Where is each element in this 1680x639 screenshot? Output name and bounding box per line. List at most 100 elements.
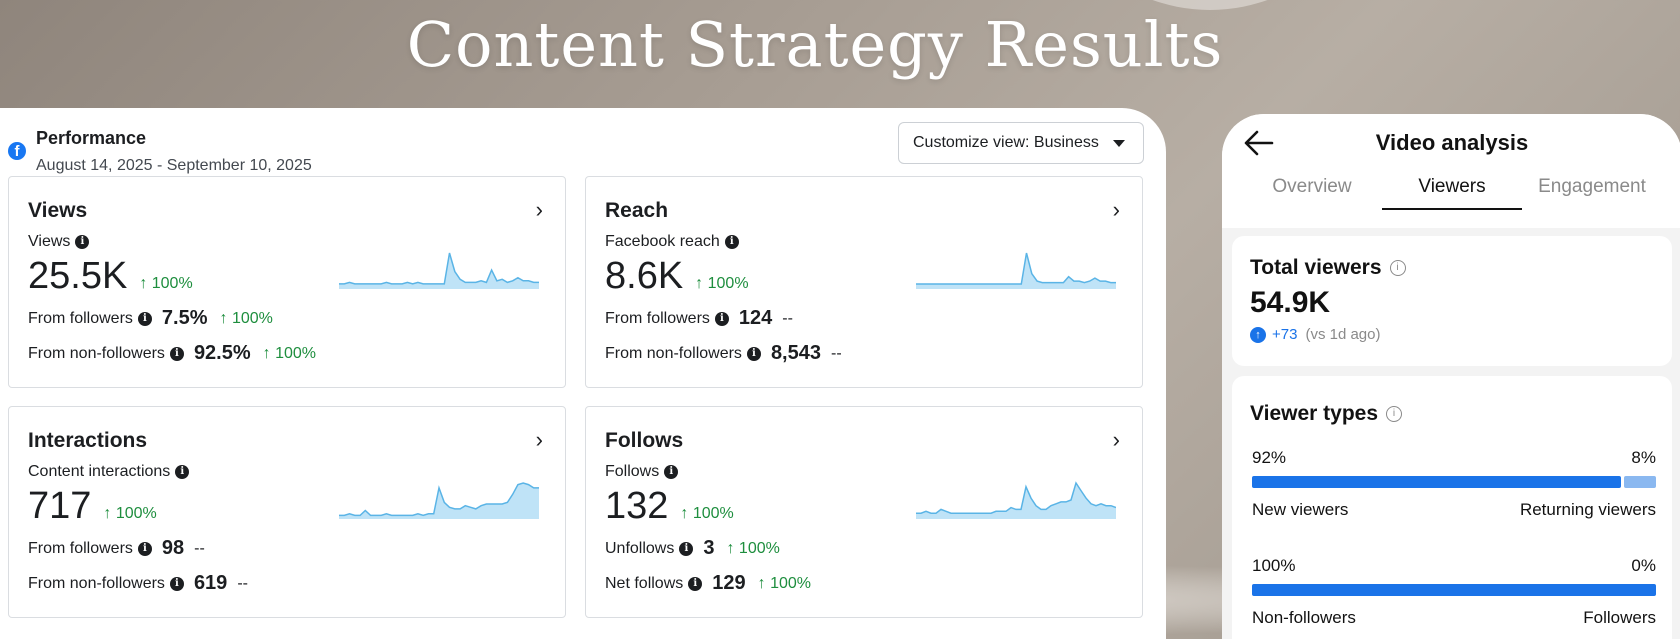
- breakdown-label: Net follows: [605, 574, 684, 592]
- returning-viewers-label: Returning viewers: [1519, 500, 1656, 519]
- change-value: +73: [1272, 326, 1298, 343]
- customize-view-dropdown[interactable]: Customize view: Business: [898, 122, 1144, 164]
- breakdown-value: 8,543: [770, 342, 821, 364]
- breakdown-change: ↑ 100%: [262, 344, 317, 362]
- total-viewers-card: Total viewers i 54.9K ↑ +73 (vs 1d ago): [1232, 236, 1672, 366]
- interactions-card[interactable]: Interactions › Content interactions i 71…: [8, 406, 566, 618]
- follows-card[interactable]: Follows › Follows i 132 ↑ 100% Unfollows…: [585, 406, 1143, 618]
- new-viewers-label: New viewers: [1252, 500, 1349, 519]
- breakdown-value: 98: [161, 537, 185, 559]
- chevron-right-icon[interactable]: ›: [1112, 427, 1120, 452]
- sparkline-area: [916, 483, 1116, 519]
- bar-segment-new-viewers: [1252, 476, 1621, 488]
- info-icon[interactable]: i: [714, 311, 729, 326]
- metric-value-row: 8.6K ↑ 100%: [605, 255, 749, 298]
- breakdown-value: 3: [703, 537, 715, 559]
- metric-change: ↑ 100%: [103, 505, 157, 522]
- breakdown-row: From followers i 98 --: [28, 537, 205, 560]
- breakdown-change: ↑ 100%: [757, 574, 811, 592]
- breakdown-label: From followers: [28, 539, 133, 557]
- sparkline-chart: [916, 252, 1116, 289]
- chevron-right-icon[interactable]: ›: [535, 427, 543, 452]
- tab-engagement[interactable]: Engagement: [1538, 176, 1646, 197]
- breakdown-change: ↑ 100%: [726, 539, 780, 557]
- returning-viewers-pct: 8%: [1631, 448, 1656, 467]
- info-icon[interactable]: i: [75, 235, 90, 249]
- tab-viewers[interactable]: Viewers: [1382, 176, 1522, 210]
- views-card[interactable]: Views › Views i 25.5K ↑ 100% From follow…: [8, 176, 566, 388]
- metric-value: 8.6K: [605, 255, 684, 297]
- sparkline-chart: [339, 482, 539, 519]
- sparkline-area: [339, 253, 539, 289]
- new-viewers-pct: 92%: [1252, 448, 1287, 467]
- info-icon[interactable]: i: [169, 576, 184, 591]
- total-viewers-value: 54.9K: [1250, 286, 1331, 319]
- info-icon[interactable]: i: [688, 576, 703, 591]
- video-analysis-header: Video analysis Overview Viewers Engageme…: [1222, 114, 1680, 228]
- sparkline-line: [916, 252, 1116, 285]
- chevron-right-icon[interactable]: ›: [1112, 197, 1120, 222]
- breakdown-row: Unfollows i 3 ↑ 100%: [605, 537, 780, 560]
- card-title: Follows: [605, 429, 684, 452]
- breakdown-change: ↑ 100%: [219, 309, 273, 327]
- breakdown-row: From followers i 124 --: [605, 307, 793, 330]
- metric-label-text: Content interactions: [28, 463, 171, 480]
- breakdown-label: From followers: [28, 309, 133, 327]
- total-viewers-title: Total viewers: [1250, 256, 1382, 279]
- arrow-left-icon[interactable]: [1242, 128, 1276, 158]
- breakdown-value: 7.5%: [161, 307, 208, 329]
- viewer-type-labels: New viewers Returning viewers: [1252, 500, 1656, 520]
- viewer-type-pcts: 92% 8%: [1252, 448, 1656, 468]
- breakdown-value: 124: [738, 307, 773, 329]
- viewer-types-heading: Viewer types i: [1250, 402, 1403, 426]
- tab-overview[interactable]: Overview: [1272, 176, 1352, 197]
- sparkline-line: [339, 252, 539, 285]
- bar-segment-non-followers: [1252, 584, 1656, 596]
- video-analysis-panel: Video analysis Overview Viewers Engageme…: [1222, 114, 1680, 639]
- info-icon[interactable]: i: [746, 346, 761, 361]
- video-analysis-title: Video analysis: [1375, 130, 1529, 155]
- background-decoration: [1040, 0, 1380, 10]
- facebook-performance-panel: f Performance August 14, 2025 - Septembe…: [0, 108, 1166, 639]
- sparkline-area: [339, 483, 539, 519]
- metric-change: ↑ 100%: [695, 275, 749, 292]
- metric-label: Views i: [28, 233, 90, 251]
- info-icon[interactable]: i: [137, 311, 152, 326]
- metric-change: ↑ 100%: [139, 275, 193, 292]
- breakdown-change: --: [194, 539, 205, 557]
- info-icon[interactable]: i: [1389, 260, 1406, 276]
- breakdown-change: --: [782, 309, 793, 327]
- follower-type-bar: [1252, 584, 1656, 596]
- non-followers-label: Non-followers: [1252, 608, 1356, 627]
- sparkline-line: [916, 481, 1116, 514]
- breakdown-value: 619: [193, 572, 228, 594]
- follower-type-labels: Non-followers Followers: [1252, 608, 1656, 628]
- info-icon[interactable]: i: [724, 235, 739, 249]
- card-title: Interactions: [28, 429, 148, 452]
- chevron-right-icon[interactable]: ›: [535, 197, 543, 222]
- breakdown-value: 92.5%: [193, 342, 251, 364]
- breakdown-value: 129: [712, 572, 746, 594]
- bar-segment-returning-viewers: [1623, 476, 1656, 488]
- info-icon[interactable]: i: [169, 346, 184, 361]
- metric-value: 25.5K: [28, 255, 128, 297]
- caret-down-icon: [1112, 139, 1125, 147]
- info-icon[interactable]: i: [664, 465, 679, 479]
- breakdown-label: From non-followers: [28, 344, 165, 362]
- info-icon[interactable]: i: [1386, 406, 1403, 422]
- info-icon[interactable]: i: [137, 541, 152, 556]
- viewer-types-title: Viewer types: [1250, 402, 1379, 425]
- followers-pct: 0%: [1631, 556, 1656, 575]
- arrow-up-icon: ↑: [1250, 326, 1266, 343]
- metric-label-text: Facebook reach: [605, 233, 720, 250]
- performance-header: f Performance August 14, 2025 - Septembe…: [8, 118, 312, 175]
- reach-card[interactable]: Reach › Facebook reach i 8.6K ↑ 100% Fro…: [585, 176, 1143, 388]
- info-icon[interactable]: i: [175, 465, 190, 479]
- viewer-types-card: Viewer types i 92% 8% New viewers Return…: [1232, 376, 1672, 639]
- customize-view-label: Customize view: Business: [913, 134, 1099, 151]
- info-icon[interactable]: i: [679, 541, 694, 556]
- breakdown-label: From non-followers: [605, 344, 742, 362]
- metric-label-text: Follows: [605, 463, 660, 480]
- follower-type-pcts: 100% 0%: [1252, 556, 1656, 576]
- metric-label: Content interactions i: [28, 463, 190, 481]
